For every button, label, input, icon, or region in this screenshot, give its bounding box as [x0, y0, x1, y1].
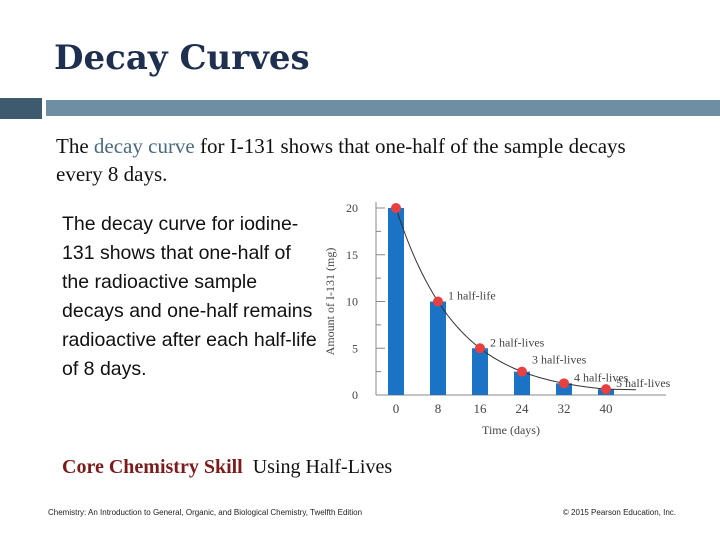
core-skill: Core Chemistry Skill Using Half-Lives: [62, 456, 392, 479]
decay-curve: [395, 207, 637, 391]
footer-left: Chemistry: An Introduction to General, O…: [48, 508, 363, 517]
y-tick-label: 15: [346, 248, 358, 262]
intro-highlight: decay curve: [93, 134, 195, 158]
x-tick-label: 24: [516, 401, 530, 416]
x-tick-label: 32: [558, 401, 571, 416]
title-rule-bar: [46, 100, 720, 116]
y-axis-label: Amount of I-131 (mg): [323, 248, 337, 356]
half-life-annotation: 5 half-lives: [616, 376, 671, 390]
data-point: [475, 343, 485, 354]
core-skill-text: Using Half-Lives: [252, 456, 393, 478]
bar: [514, 371, 530, 395]
data-point: [391, 203, 401, 213]
half-life-annotation: 1 half-life: [448, 289, 496, 303]
y-tick-label: 10: [346, 295, 358, 309]
x-tick-label: 0: [393, 401, 400, 416]
intro-suffix: for I-131 shows that one-half of the sam…: [56, 134, 626, 186]
x-axis-label: Time (days): [482, 423, 540, 437]
data-point: [601, 384, 611, 395]
side-text: The decay curve for iodine-131 shows tha…: [62, 213, 317, 380]
y-tick-label: 20: [346, 201, 358, 215]
x-tick-label: 40: [600, 401, 613, 416]
half-life-annotation: 3 half-lives: [532, 353, 587, 367]
y-tick-label: 5: [352, 341, 358, 355]
data-point: [517, 366, 527, 377]
y-tick-label: 0: [352, 388, 358, 402]
intro-text: The decay curve for I-131 shows that one…: [56, 132, 676, 188]
data-point: [433, 296, 443, 307]
footer-right: © 2015 Pearson Education, Inc.: [562, 508, 676, 517]
core-skill-label: Core Chemistry Skill: [62, 456, 243, 478]
bar: [388, 208, 404, 395]
data-point: [559, 378, 569, 389]
slide-title: Decay Curves: [54, 38, 310, 78]
bar: [472, 348, 488, 395]
decay-chart: 0 5 10 15 20 Amount of I-131 (mg) 1 half-life 2…: [323, 201, 671, 437]
bar: [556, 383, 572, 395]
bar: [430, 301, 446, 395]
intro-prefix: The: [56, 134, 94, 158]
x-tick-label: 8: [435, 401, 442, 416]
half-life-annotation: 2 half-lives: [490, 335, 545, 349]
half-life-annotation: 4 half-lives: [574, 370, 629, 384]
x-tick-label: 16: [474, 401, 488, 416]
title-rule-block: [0, 98, 42, 119]
